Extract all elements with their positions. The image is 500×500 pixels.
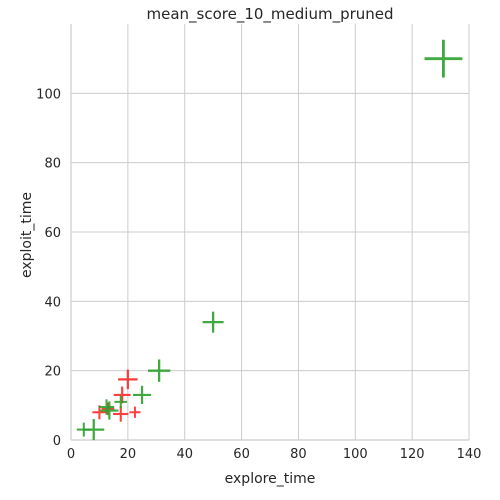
x-tick-label: 120	[400, 447, 425, 462]
y-tick-label: 100	[36, 87, 61, 102]
scatter-point	[113, 406, 129, 422]
scatter-point	[100, 401, 119, 420]
scatter-point	[113, 386, 131, 404]
scatter-point	[101, 402, 115, 416]
scatter-point	[98, 399, 115, 415]
x-tick-label: 0	[67, 447, 75, 462]
y-tick-label: 60	[44, 226, 61, 241]
x-tick-label: 20	[120, 447, 137, 462]
scatter-point	[147, 359, 171, 382]
scatter-point	[424, 39, 463, 78]
scatter-point	[129, 406, 141, 418]
y-tick-label: 0	[53, 434, 61, 449]
scatter-point	[202, 311, 224, 333]
x-tick-label: 60	[233, 447, 250, 462]
y-tick-label: 40	[44, 295, 61, 310]
x-tick-label: 100	[343, 447, 368, 462]
chart-title: mean_score_10_medium_pruned	[146, 5, 393, 24]
scatter-point	[83, 419, 105, 441]
scatter-point	[132, 385, 152, 405]
x-axis-label: explore_time	[225, 471, 316, 487]
grid	[70, 24, 470, 441]
scatter-point	[114, 395, 128, 409]
y-tick-label: 20	[44, 365, 61, 380]
y-axis-label: exploit_time	[19, 192, 35, 278]
axes-spines	[70, 24, 469, 441]
x-tick-label: 140	[457, 447, 482, 462]
y-tick-label: 80	[44, 157, 61, 172]
x-tick-label: 40	[176, 447, 193, 462]
x-tick-label: 80	[290, 447, 307, 462]
data-markers	[76, 39, 463, 441]
scatter-point	[118, 369, 138, 390]
tick-labels: 0 20 40 60 80 100 120 140 0 20 40 60 80 100	[36, 87, 481, 462]
